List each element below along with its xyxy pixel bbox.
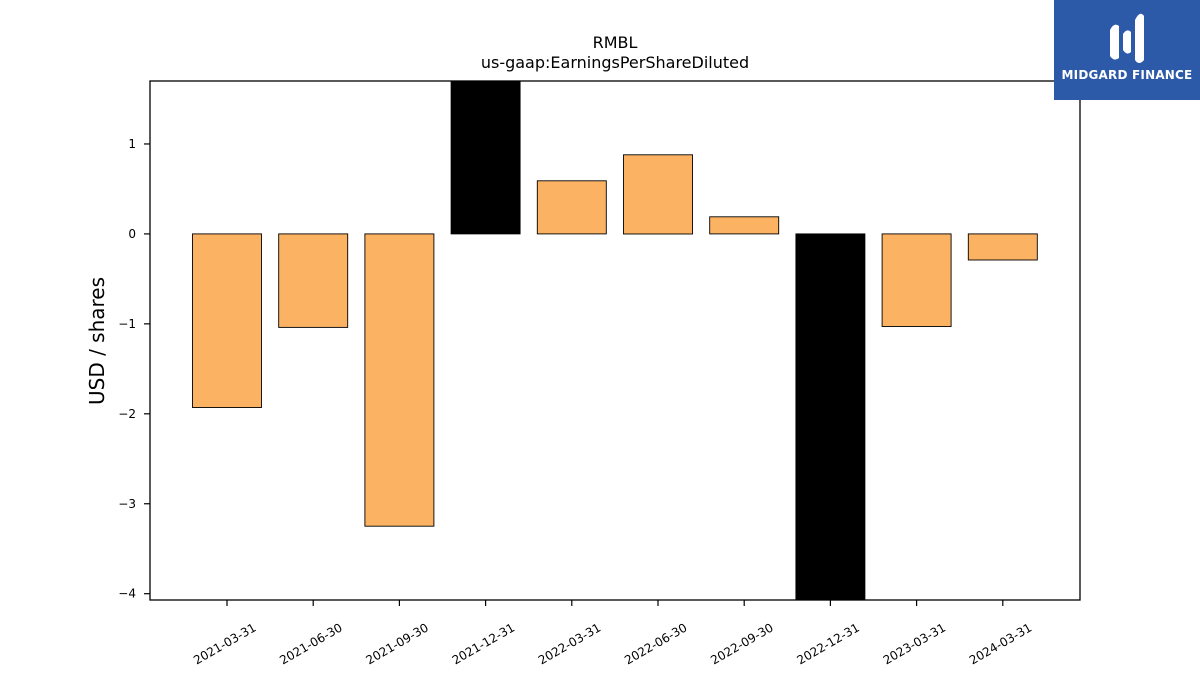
bar-2022-06-30 <box>623 154 693 235</box>
x-tick-label: 2022-09-30 <box>708 620 775 667</box>
x-tick-label: 2021-03-31 <box>191 620 258 667</box>
y-tick-label: 1 <box>128 137 136 151</box>
y-tick-label: −2 <box>118 407 136 421</box>
bar-2021-09-30 <box>364 233 435 527</box>
y-axis-label: USD / shares <box>85 277 109 405</box>
y-tick-label: −1 <box>118 317 136 331</box>
midgard-logo-mark-icon <box>1110 13 1144 63</box>
y-ticks-group: 1 0 −1 −2 −3 −4 <box>118 137 150 601</box>
x-tick-label: 2021-12-31 <box>450 620 517 667</box>
bar-2022-12-31 <box>795 233 866 601</box>
x-tick-label: 2022-06-30 <box>622 620 689 667</box>
y-tick-label: 0 <box>128 227 136 241</box>
x-ticks-group: 2021-03-31 2021-06-30 2021-09-30 2021-12-31… <box>191 600 1034 667</box>
logo-text: MIDGARD FINANCE <box>1061 68 1193 82</box>
chart-subtitle: us-gaap:EarningsPerShareDiluted <box>481 53 749 72</box>
y-tick-label: −4 <box>118 587 136 601</box>
chart-title: RMBL <box>593 33 638 52</box>
bar-2024-03-31 <box>967 233 1038 261</box>
x-tick-label: 2022-12-31 <box>794 620 861 667</box>
bars-group <box>192 80 1038 601</box>
bar-2021-12-31 <box>450 80 521 235</box>
x-tick-label: 2022-03-31 <box>536 620 603 667</box>
x-tick-label: 2021-06-30 <box>277 620 344 667</box>
x-tick-label: 2024-03-31 <box>967 620 1034 667</box>
bar-2021-03-31 <box>192 233 262 408</box>
y-tick-label: −3 <box>118 497 136 511</box>
x-tick-label: 2023-03-31 <box>881 620 948 667</box>
bar-2021-06-30 <box>278 233 349 328</box>
x-tick-label: 2021-09-30 <box>363 620 430 667</box>
bar-2022-09-30 <box>709 216 780 235</box>
bar-2023-03-31 <box>881 233 952 327</box>
brand-logo: MIDGARD FINANCE <box>1054 0 1200 100</box>
plot-frame <box>149 80 1081 601</box>
bar-2022-03-31 <box>536 180 607 235</box>
